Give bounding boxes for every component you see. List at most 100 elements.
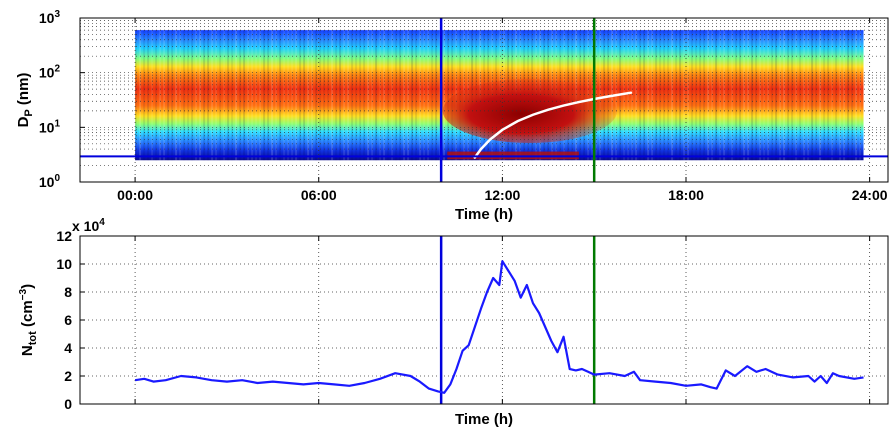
top-y-axis-label: DP (nm) — [15, 73, 35, 128]
heatmap-column — [679, 30, 682, 161]
heatmap-column — [847, 30, 850, 161]
heatmap-column — [799, 30, 802, 161]
heatmap-column — [383, 30, 386, 161]
number-concentration-panel: 0 2 4 6 8 10 12 x 104 Time (h) Ntot (cm−3) — [18, 217, 889, 428]
heatmap-column — [199, 30, 202, 161]
heatmap-column — [607, 30, 610, 161]
bottom-y-tick-label: 10 — [56, 256, 72, 272]
heatmap-column — [307, 30, 310, 161]
heatmap-column — [399, 30, 402, 161]
heatmap-column — [835, 30, 838, 161]
heatmap-column — [155, 30, 158, 161]
top-y-tick-label: 103 — [39, 9, 61, 26]
heatmap-column — [247, 30, 250, 161]
heatmap-column — [423, 30, 426, 161]
heatmap-column — [391, 30, 394, 161]
heatmap-column — [431, 30, 434, 161]
bottom-grid — [80, 236, 888, 404]
heatmap-column — [787, 30, 790, 161]
heatmap-column — [683, 30, 686, 161]
heatmap-column — [831, 30, 834, 161]
heatmap-column — [347, 30, 350, 161]
heatmap-column — [375, 30, 378, 161]
bottom-y-tick-label: 0 — [64, 396, 72, 412]
heatmap-column — [299, 30, 302, 161]
heatmap-column — [287, 30, 290, 161]
heatmap-column — [703, 30, 706, 161]
heatmap-column — [675, 30, 678, 161]
heatmap-column — [291, 30, 294, 161]
heatmap-column — [711, 30, 714, 161]
heatmap-column — [435, 30, 438, 161]
heatmap-column — [695, 30, 698, 161]
top-x-tick-label: 00:00 — [117, 187, 153, 203]
heatmap-column — [819, 30, 822, 161]
heatmap-column — [715, 30, 718, 161]
heatmap-column — [139, 30, 142, 161]
top-grid — [80, 18, 888, 182]
heatmap-column — [235, 30, 238, 161]
heatmap-column — [223, 30, 226, 161]
top-x-tick-label: 18:00 — [668, 187, 704, 203]
heatmap-column — [323, 30, 326, 161]
bottom-y-tick-label: 8 — [64, 284, 72, 300]
top-marks — [80, 18, 888, 182]
heatmap-column — [419, 30, 422, 161]
heatmap-column — [795, 30, 798, 161]
top-x-tick-label: 24:00 — [852, 187, 888, 203]
heatmap-column — [759, 30, 762, 161]
heatmap-column — [359, 30, 362, 161]
bottom-x-axis-label: Time (h) — [455, 411, 513, 428]
heatmap-column — [659, 30, 662, 161]
heatmap-column — [811, 30, 814, 161]
heatmap-column — [255, 30, 258, 161]
top-y-tick-label: 100 — [39, 173, 61, 190]
heatmap-column — [791, 30, 794, 161]
heatmap-column — [259, 30, 262, 161]
bottom-y-axis-label: Ntot (cm−3) — [18, 284, 39, 356]
heatmap-column — [211, 30, 214, 161]
heatmap-column — [183, 30, 186, 161]
heatmap-column — [855, 30, 858, 161]
heatmap-column — [335, 30, 338, 161]
bottom-y-tick-label: 12 — [56, 228, 72, 244]
nucleation-event-region — [442, 78, 618, 144]
heatmap-column — [263, 30, 266, 161]
heatmap-column — [815, 30, 818, 161]
heatmap-column — [331, 30, 334, 161]
heatmap-column — [327, 30, 330, 161]
heatmap-column — [339, 30, 342, 161]
heatmap-column — [295, 30, 298, 161]
heatmap-column — [411, 30, 414, 161]
heatmap-column — [779, 30, 782, 161]
heatmap-column — [751, 30, 754, 161]
size-distribution-panel: 00:00 06:00 12:00 18:00 24:00 100 101 102 103 Ti… — [15, 9, 889, 223]
heatmap-column — [215, 30, 218, 161]
heatmap-column — [843, 30, 846, 161]
heatmap-column — [195, 30, 198, 161]
heatmap-column — [699, 30, 702, 161]
top-x-tick-label: 12:00 — [484, 187, 520, 203]
heatmap-column — [823, 30, 826, 161]
heatmap-column — [379, 30, 382, 161]
heatmap-column — [803, 30, 806, 161]
heatmap-column — [663, 30, 666, 161]
top-y-tick-label: 102 — [39, 64, 61, 81]
heatmap-column — [827, 30, 830, 161]
heatmap-column — [219, 30, 222, 161]
heatmap-column — [687, 30, 690, 161]
heatmap-column — [631, 30, 634, 161]
bottom-marks — [134, 236, 864, 404]
heatmap-column — [635, 30, 638, 161]
heatmap-column — [319, 30, 322, 161]
heatmap-column — [363, 30, 366, 161]
heatmap-column — [447, 30, 450, 161]
heatmap-column — [747, 30, 750, 161]
bottom-y-tick-label: 6 — [64, 312, 72, 328]
y-multiplier-label: x 104 — [72, 217, 105, 234]
heatmap-column — [231, 30, 234, 161]
heatmap-column — [171, 30, 174, 161]
heatmap-column — [643, 30, 646, 161]
heatmap-column — [283, 30, 286, 161]
heatmap-column — [647, 30, 650, 161]
